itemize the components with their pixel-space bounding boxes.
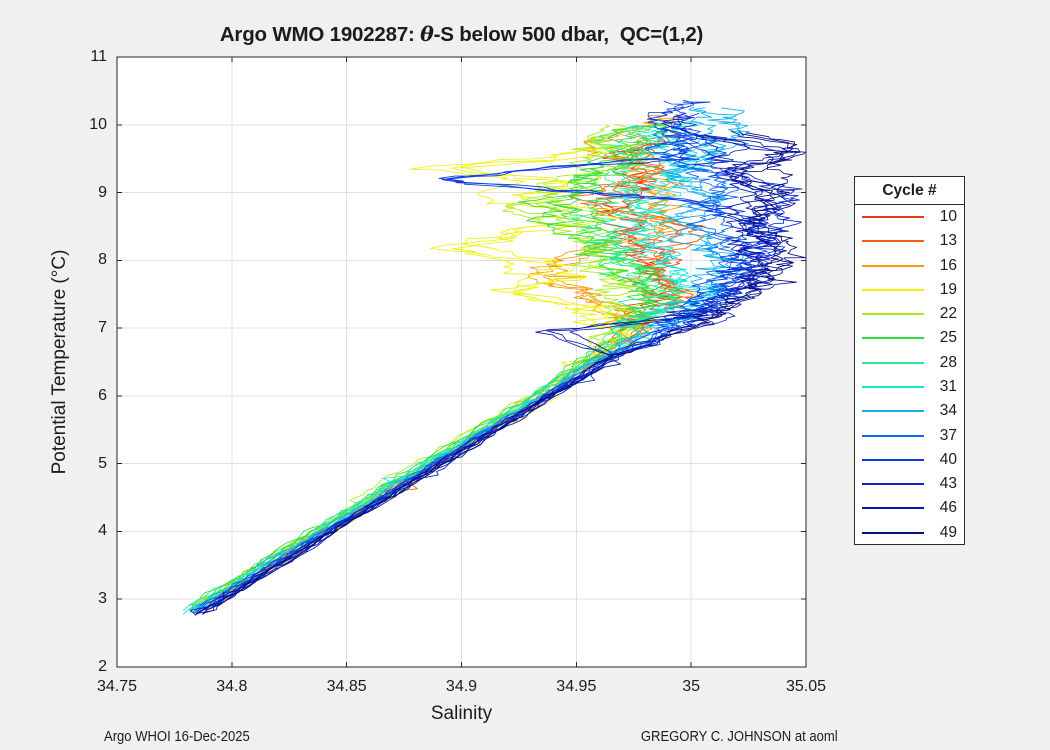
x-tick-label: 35 (682, 678, 701, 695)
y-tick-label: 5 (98, 454, 107, 472)
legend-entry: 25 (855, 326, 964, 350)
profile-line-cycle-46 (196, 135, 806, 614)
x-tick-label: 34.85 (326, 678, 367, 695)
y-tick-label: 2 (98, 658, 107, 675)
y-tick-label: 4 (98, 522, 107, 540)
profile-line-cycle-28 (188, 124, 670, 611)
legend-line-sample (862, 264, 924, 267)
legend-line-sample (862, 507, 924, 510)
legend: Cycle # 10 13 16 19 22 25 28 31 34 37 40 43 46 49 (854, 176, 965, 545)
legend-line-sample (862, 410, 924, 413)
title-text: Argo WMO 1902287: (219, 23, 421, 46)
x-tick-label: 34.9 (445, 678, 478, 695)
x-axis-label: Salinity (430, 703, 493, 724)
legend-line-sample (862, 216, 924, 219)
profile-lines (182, 99, 806, 616)
legend-line-sample (862, 483, 924, 486)
profile-line-cycle-46 (189, 134, 800, 616)
y-tick-label: 3 (98, 590, 107, 608)
legend-line-sample (862, 434, 924, 437)
profile-line-cycle-22 (187, 123, 654, 610)
legend-cycle-number: 13 (939, 232, 957, 250)
legend-cycle-number: 40 (939, 450, 957, 468)
legend-cycle-number: 19 (939, 280, 957, 298)
profile-line-cycle-43 (201, 112, 802, 612)
legend-entry: 49 (855, 520, 964, 544)
legend-line-sample (862, 458, 924, 461)
legend-line-sample (862, 361, 924, 364)
y-tick-label: 6 (98, 386, 107, 404)
legend-entry: 34 (855, 399, 964, 423)
legend-entry: 10 (855, 205, 964, 229)
legend-line-sample (862, 288, 924, 291)
legend-line-sample (862, 240, 924, 243)
legend-entry: 19 (855, 278, 964, 302)
profile-line-cycle-49 (202, 132, 806, 614)
y-tick-label: 9 (98, 183, 107, 201)
y-tick-label: 7 (98, 319, 107, 337)
legend-line-sample (862, 337, 924, 340)
y-tick-label: 8 (98, 251, 107, 269)
profile-line-cycle-40 (194, 101, 777, 614)
legend-entries: 10 13 16 19 22 25 28 31 34 37 40 43 46 49 (855, 205, 964, 545)
legend-entry: 46 (855, 496, 964, 520)
annotation-right: GREGORY C. JOHNSON at aoml (641, 729, 838, 745)
legend-cycle-number: 37 (939, 426, 957, 444)
plot-title: Argo WMO 1902287: θ-S below 500 dbar, QC… (117, 22, 806, 47)
legend-line-sample (862, 313, 924, 316)
y-axis-label: Potential Temperature (°C) (49, 249, 70, 475)
profile-line-cycle-49 (202, 130, 801, 615)
legend-cycle-number: 10 (939, 208, 957, 226)
legend-cycle-number: 46 (939, 499, 957, 517)
legend-title: Cycle # (855, 177, 964, 205)
legend-cycle-number: 25 (939, 329, 957, 347)
legend-line-sample (862, 385, 924, 388)
profile-line-cycle-40 (198, 99, 768, 614)
legend-cycle-number: 16 (939, 256, 957, 274)
title-text-2: -S below 500 dbar, QC=(1,2) (433, 23, 704, 46)
legend-entry: 28 (855, 351, 964, 375)
legend-entry: 13 (855, 229, 964, 253)
x-tick-label: 35.05 (785, 678, 827, 695)
legend-cycle-number: 43 (939, 475, 957, 493)
legend-line-sample (862, 531, 924, 534)
y-tick-label: 10 (89, 115, 107, 133)
legend-cycle-number: 34 (939, 402, 957, 420)
profile-line-cycle-43 (198, 114, 784, 613)
profile-line-cycle-34 (190, 107, 739, 613)
legend-entry: 43 (855, 472, 964, 496)
legend-cycle-number: 22 (939, 305, 957, 323)
legend-entry: 22 (855, 302, 964, 326)
x-tick-label: 34.8 (216, 678, 248, 695)
tick-marks (116, 56, 807, 668)
legend-entry: 31 (855, 375, 964, 399)
x-tick-label: 34.75 (96, 678, 138, 695)
legend-entry: 40 (855, 448, 964, 472)
profile-line-cycle-28 (182, 125, 686, 611)
legend-entry: 16 (855, 254, 964, 278)
legend-entry: 37 (855, 423, 964, 447)
y-tick-label: 11 (90, 48, 107, 65)
legend-cycle-number: 49 (939, 523, 957, 541)
x-tick-label: 34.95 (556, 678, 597, 695)
theta-symbol: θ (420, 22, 434, 46)
legend-cycle-number: 28 (939, 353, 957, 371)
annotation-left: Argo WHOI 16-Dec-2025 (104, 729, 250, 745)
legend-cycle-number: 31 (939, 377, 957, 395)
